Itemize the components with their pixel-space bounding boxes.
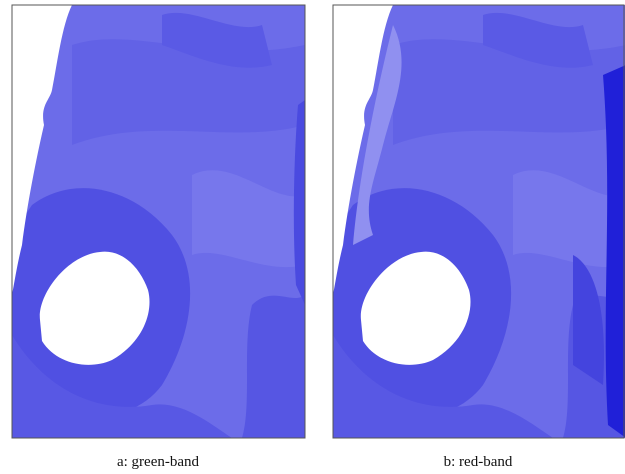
panel-b-image — [333, 5, 625, 438]
panel-a-image — [12, 5, 305, 438]
caption: b: red-band — [444, 454, 513, 470]
caption: a: green-band — [117, 454, 200, 470]
figure: a: green-band b: red-band — [0, 0, 625, 474]
